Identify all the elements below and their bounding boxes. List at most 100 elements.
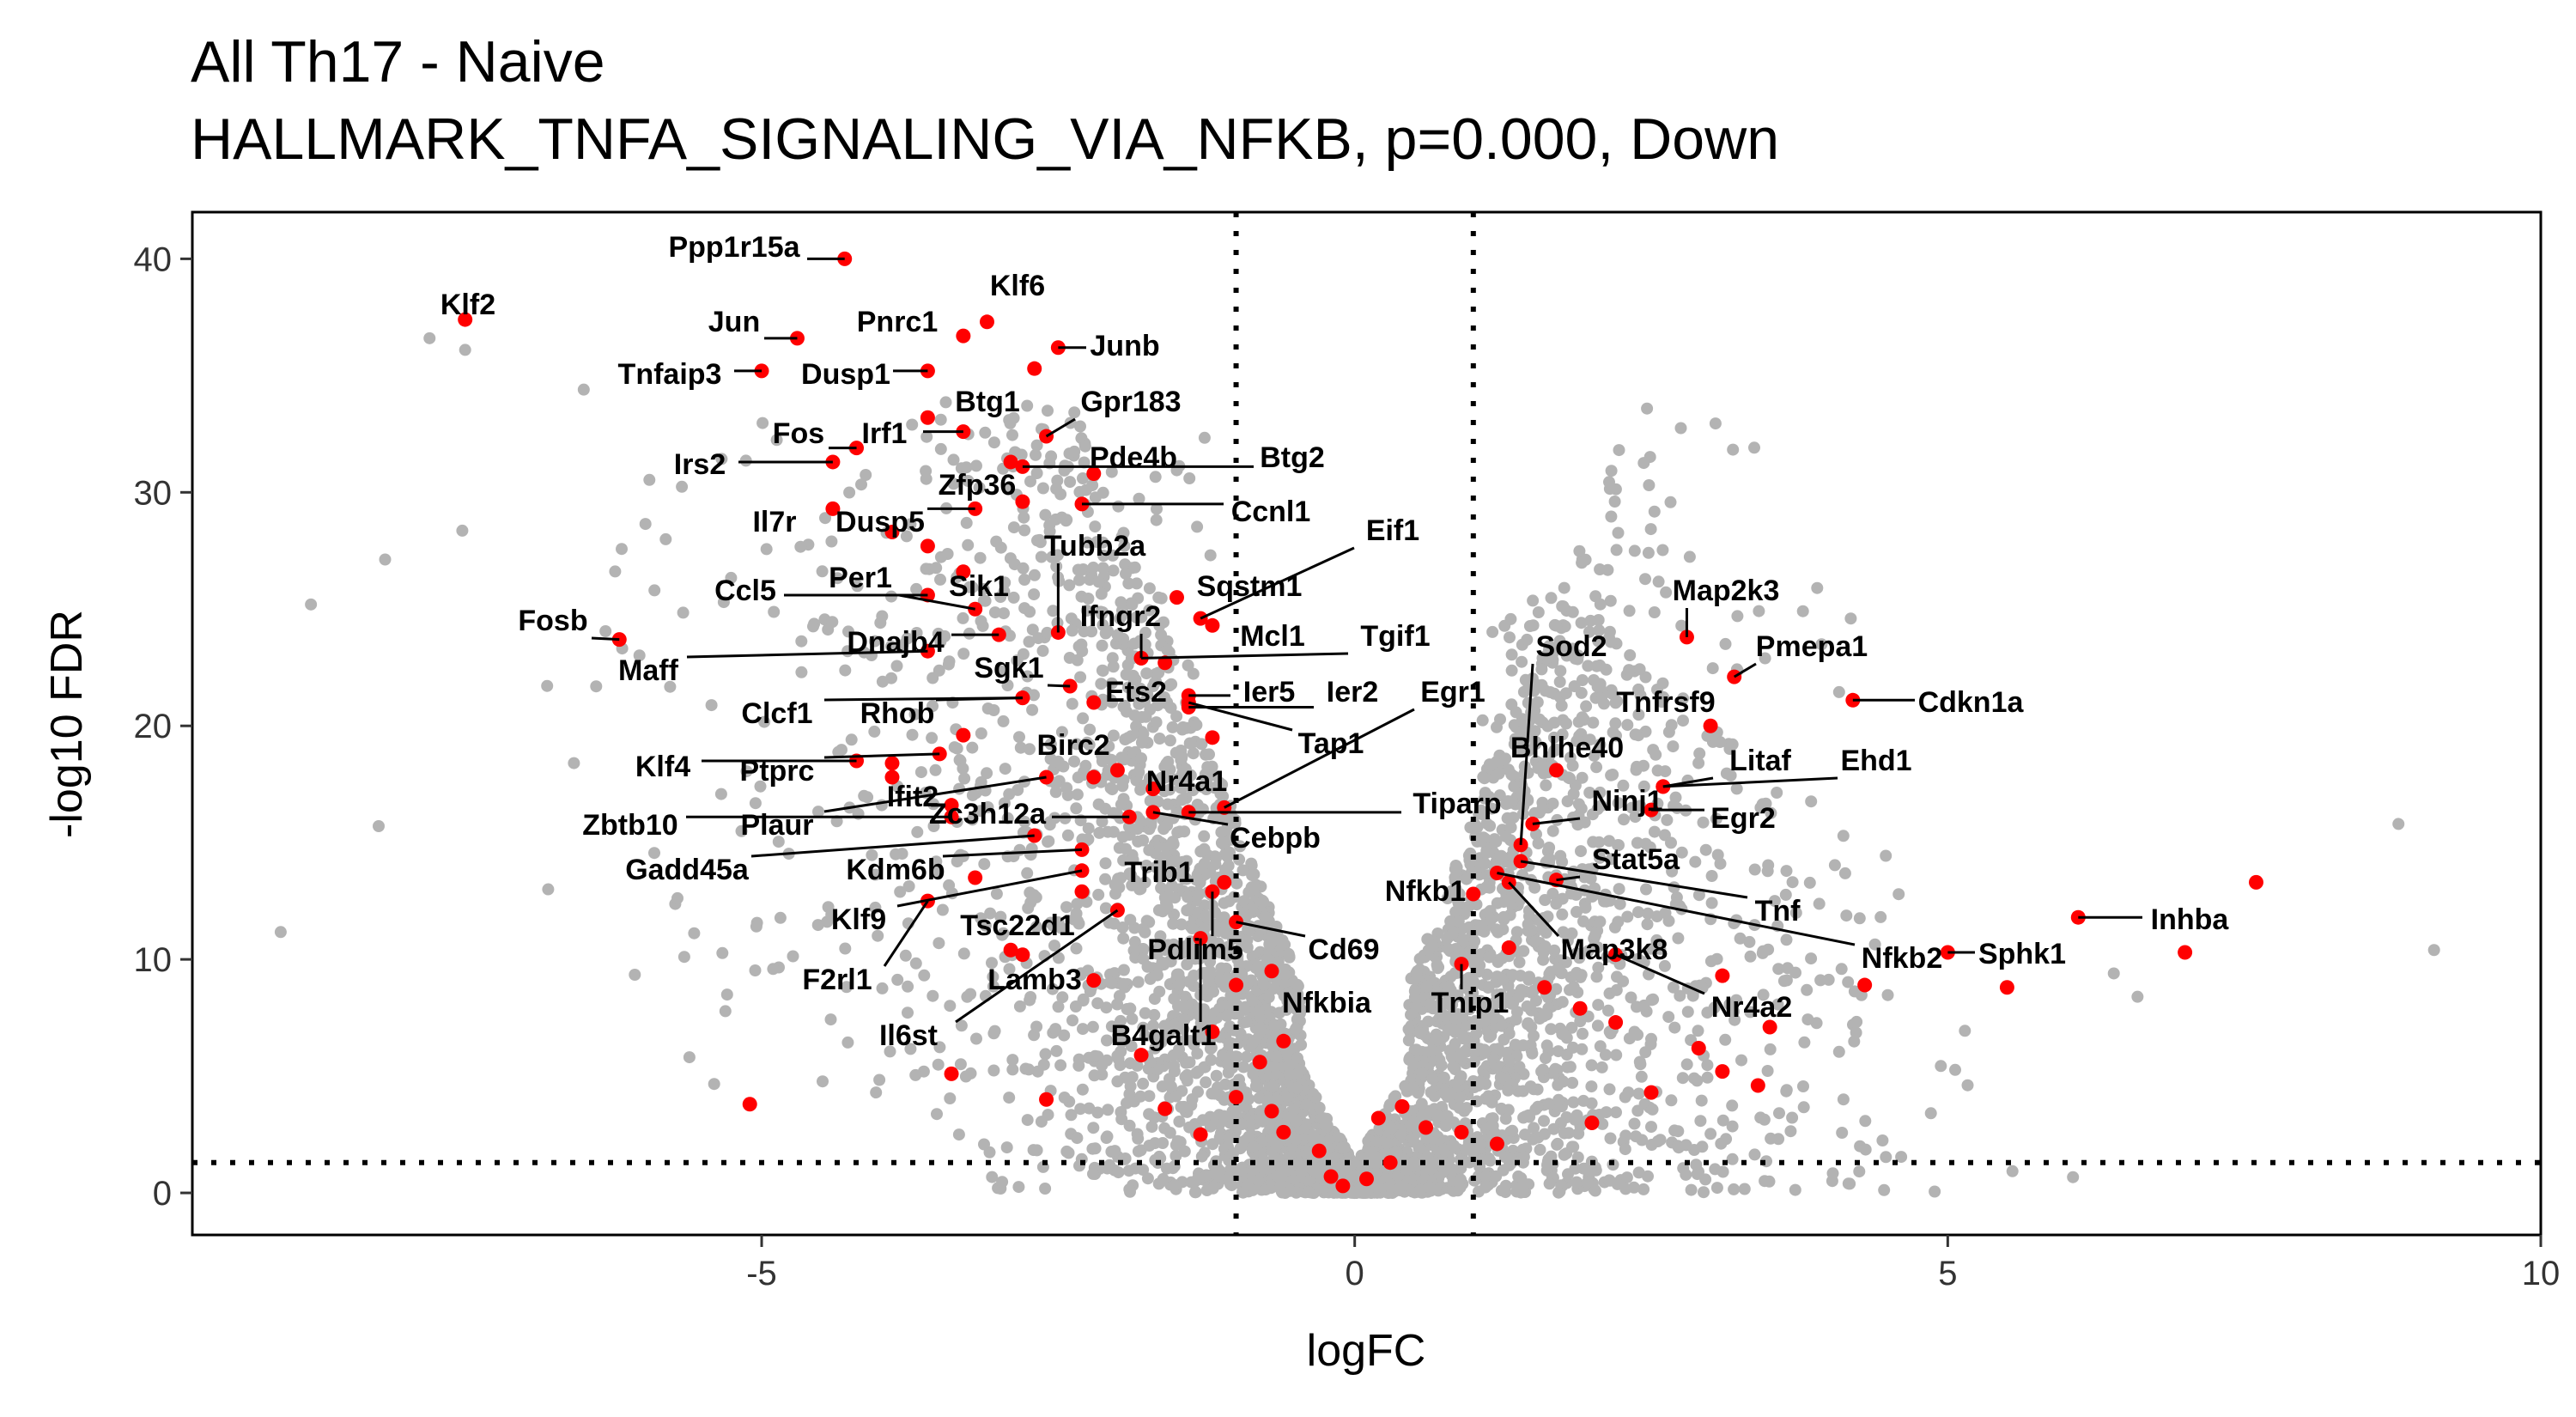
gene-point	[1247, 1140, 1260, 1153]
gene-point	[1543, 640, 1556, 653]
gene-point	[1092, 575, 1105, 588]
gene-point	[1462, 900, 1475, 913]
gene-point	[1052, 952, 1065, 964]
gene-point	[1716, 1114, 1729, 1127]
gene-point	[2107, 967, 2120, 980]
gene-point	[904, 518, 917, 531]
gene-point	[1880, 1151, 1893, 1164]
gene-point	[966, 741, 979, 754]
gene-point	[1178, 1145, 1191, 1158]
gene-point	[1402, 1034, 1415, 1047]
pathway-gene-point-zfp36	[1015, 494, 1030, 509]
gene-point	[1637, 457, 1650, 470]
gene-point	[1773, 1107, 1785, 1120]
gene-point	[1482, 981, 1495, 994]
gene-point	[1612, 797, 1625, 810]
gene-point	[839, 942, 852, 955]
gene-point	[1828, 859, 1841, 872]
gene-point	[1414, 1183, 1427, 1196]
gene-point	[2427, 944, 2440, 957]
gene-point	[841, 1036, 854, 1049]
gene-point	[1735, 1054, 1747, 1067]
pathway-gene-point-birc2	[1086, 769, 1102, 785]
gene-point	[1768, 895, 1781, 908]
gene-point	[1832, 1045, 1845, 1058]
gene-point	[1168, 1060, 1181, 1073]
gene-point	[1043, 818, 1056, 831]
gene-point	[1470, 1027, 1483, 1040]
gene-point	[911, 825, 924, 838]
gene-point	[1556, 908, 1569, 921]
gene-point	[1730, 994, 1743, 1006]
gene-point	[975, 727, 987, 739]
gene-point	[1878, 1183, 1891, 1196]
gene-point	[1662, 726, 1675, 739]
gene-point	[1506, 1124, 1519, 1137]
gene-point	[1835, 963, 1848, 976]
gene-point	[1291, 1067, 1304, 1079]
gene-point	[715, 453, 728, 465]
gene-point	[974, 551, 987, 564]
gene-point	[1545, 592, 1558, 605]
gene-point	[1272, 1093, 1285, 1106]
gene-point	[1613, 897, 1626, 910]
gene-point	[906, 728, 919, 741]
gene-label-f2rl1: F2rl1	[802, 964, 872, 996]
gene-point	[994, 910, 1007, 923]
gene-point	[1154, 930, 1167, 943]
gene-point	[1236, 1165, 1249, 1177]
gene-point	[1115, 1036, 1128, 1048]
gene-point	[1590, 660, 1603, 672]
gene-point	[1728, 1183, 1741, 1195]
gene-point	[1105, 465, 1118, 478]
gene-point	[994, 591, 1007, 604]
gene-point	[1506, 969, 1519, 982]
gene-point	[1161, 798, 1174, 811]
gene-point	[1427, 940, 1440, 952]
gene-point	[725, 571, 738, 584]
pathway-gene-point	[1086, 973, 1102, 988]
gene-point	[1143, 1090, 1156, 1103]
gene-point	[758, 715, 771, 728]
gene-point	[708, 1078, 720, 1091]
gene-point	[1633, 663, 1646, 676]
gene-point	[1032, 632, 1045, 645]
gene-point	[1047, 605, 1060, 617]
pathway-gene-point	[1276, 1033, 1291, 1049]
pathway-gene-point	[968, 870, 983, 885]
gene-point	[1522, 1109, 1534, 1122]
gene-point	[1660, 586, 1673, 599]
gene-point	[1594, 786, 1607, 799]
gene-point	[1084, 574, 1096, 587]
gene-point	[1194, 845, 1207, 858]
gene-point	[955, 1019, 968, 1032]
gene-point	[1299, 1119, 1312, 1132]
gene-label-nfkbia: Nfkbia	[1282, 987, 1372, 1019]
gene-point	[876, 982, 889, 994]
gene-label-ninj1: Ninj1	[1591, 785, 1662, 818]
gene-point	[1148, 1008, 1161, 1021]
pathway-gene-point	[1584, 1115, 1600, 1130]
gene-point	[1637, 1183, 1650, 1195]
gene-point	[1592, 999, 1605, 1012]
gene-point	[1161, 819, 1174, 832]
gene-point	[1169, 1179, 1182, 1192]
gene-point	[1117, 977, 1130, 990]
gene-point	[1491, 988, 1504, 1001]
gene-point	[1295, 1038, 1308, 1051]
gene-label-junb: Junb	[1090, 330, 1159, 362]
gene-point	[1051, 474, 1064, 487]
gene-point	[902, 1006, 914, 1019]
gene-point	[1096, 639, 1109, 652]
gene-point	[1050, 1044, 1063, 1057]
gene-label-klf6: Klf6	[990, 270, 1045, 302]
gene-point	[1218, 897, 1230, 909]
gene-point	[1282, 947, 1295, 960]
gene-point	[1099, 857, 1112, 870]
gene-point	[901, 632, 914, 645]
gene-point	[1261, 953, 1273, 965]
gene-label-egr1: Egr1	[1420, 676, 1485, 708]
gene-point	[1473, 1075, 1486, 1088]
gene-point	[1283, 1067, 1296, 1080]
gene-point	[1302, 1185, 1315, 1198]
